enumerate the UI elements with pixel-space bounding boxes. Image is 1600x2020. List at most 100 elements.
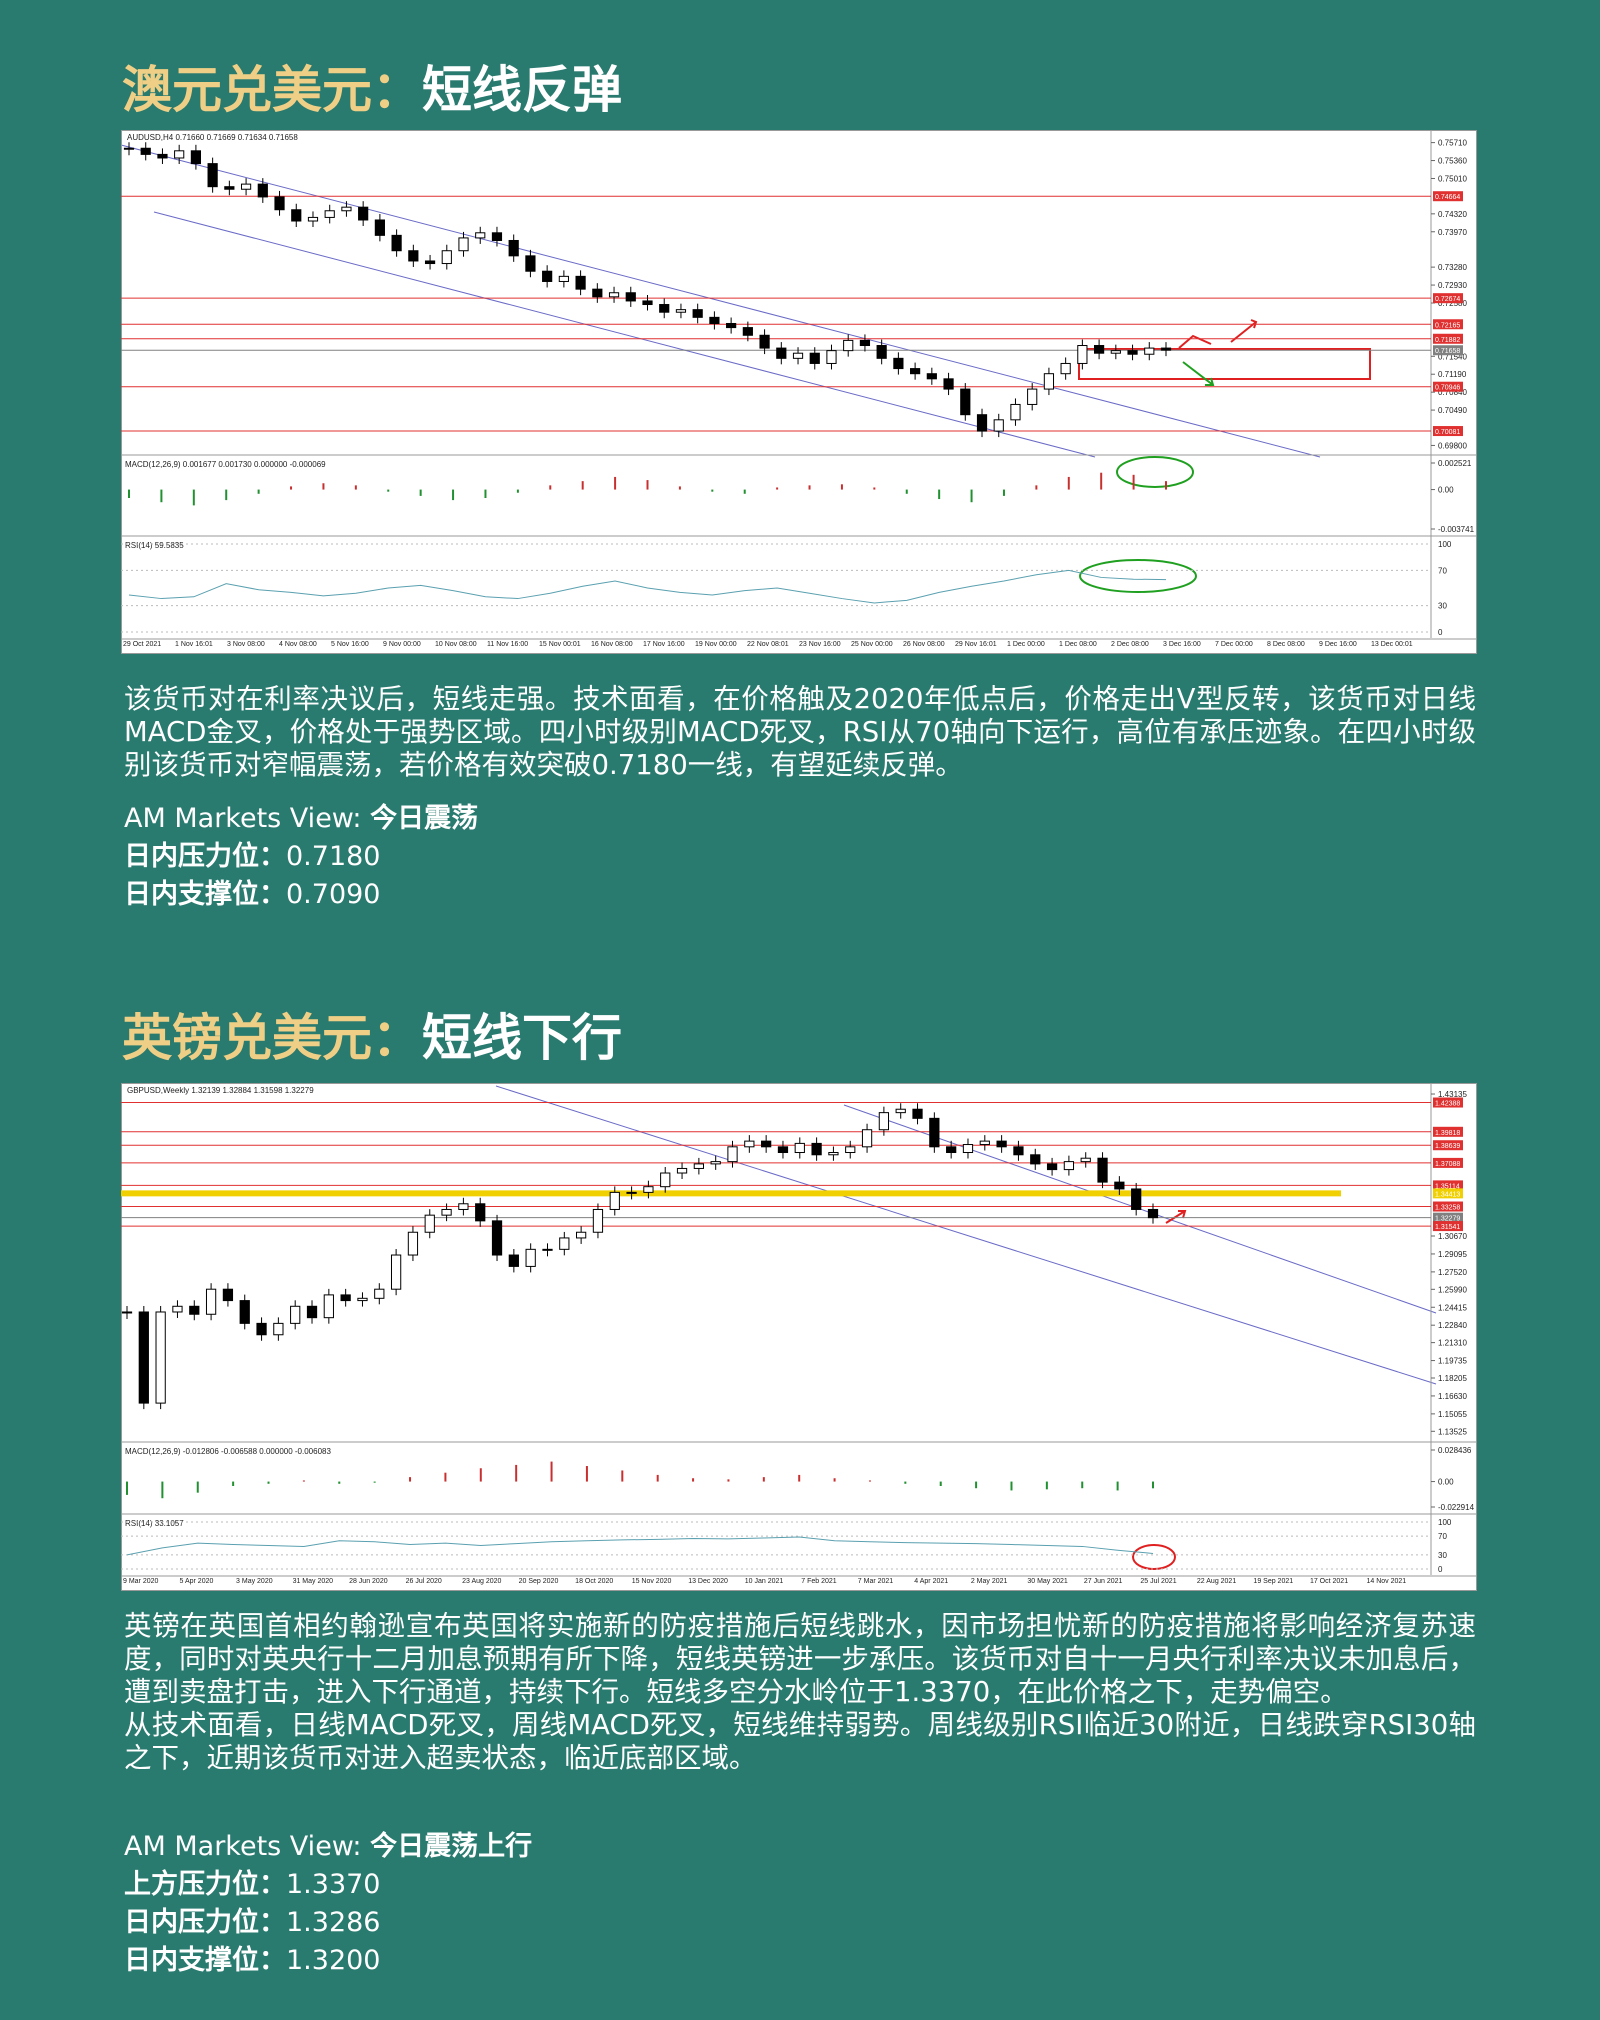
view-line: AM Markets View: 今日震荡 — [124, 800, 478, 838]
candle — [776, 347, 787, 359]
title-gold: 英镑兑美元： — [122, 1009, 422, 1067]
level-tag — [1433, 1180, 1463, 1191]
candle — [273, 1322, 284, 1336]
paragraph: 英镑在英国首相约翰逊宣布英国将实施新的防疫措施后短线跳水，因市场担忧新的防疫措施… — [124, 1610, 1476, 1708]
level-tag — [1433, 319, 1463, 330]
x-tick-label: 29 Oct 2021 — [123, 641, 161, 648]
candle — [291, 209, 302, 222]
view-value: 今日震荡上行 — [370, 1831, 533, 1862]
candle — [742, 327, 753, 336]
x-tick-label: 2 Dec 08:00 — [1111, 641, 1149, 648]
candle — [172, 1305, 183, 1313]
x-tick-label: 30 May 2021 — [1027, 1578, 1068, 1585]
x-tick-label: 16 Nov 08:00 — [591, 641, 633, 648]
title-white: 短线下行 — [422, 1009, 622, 1067]
title-white: 短线反弹 — [422, 61, 622, 119]
candle — [525, 255, 536, 272]
candle — [525, 1248, 536, 1267]
level-value: 0.7180 — [286, 841, 381, 872]
candle — [123, 147, 135, 150]
y-tick-label: 30 — [1438, 1551, 1447, 1560]
candle — [222, 1288, 234, 1302]
candle — [424, 1214, 435, 1233]
candle — [1144, 347, 1155, 355]
candle — [140, 147, 151, 155]
x-tick-label: 4 Apr 2021 — [914, 1578, 948, 1585]
level-tag — [1433, 333, 1463, 344]
candle — [893, 357, 904, 370]
candle — [374, 1288, 385, 1299]
y-tick-label: 1.19735 — [1438, 1357, 1467, 1366]
level-label: 0.72165 — [1435, 322, 1460, 329]
candle — [1160, 347, 1172, 351]
y-tick-label: 70 — [1438, 566, 1447, 575]
y-tick-label: 1.16630 — [1438, 1392, 1467, 1401]
x-tick-label: 25 Jul 2021 — [1140, 1578, 1176, 1585]
candle — [458, 1203, 469, 1210]
level-label: 0.72674 — [1435, 296, 1460, 303]
candle — [1013, 1146, 1024, 1156]
candle — [290, 1305, 301, 1324]
level-name: 日内压力位： — [124, 841, 286, 872]
level-line: 日内压力位：1.3286 — [124, 1904, 532, 1942]
x-tick-label: 9 Nov 00:00 — [383, 641, 421, 648]
section-title: 澳元兑美元：短线反弹 — [122, 60, 622, 120]
candle — [828, 1152, 839, 1156]
level-tag — [1433, 381, 1463, 392]
x-tick-label: 9 Dec 16:00 — [1319, 641, 1357, 648]
candle — [996, 1140, 1007, 1148]
level-tag — [1433, 1212, 1463, 1223]
y-tick-label: 1.24415 — [1438, 1303, 1467, 1312]
analysis: 该货币对在利率决议后，短线走强。技术面看，在价格触及2020年低点后，价格走出V… — [124, 683, 1476, 782]
x-tick-label: 28 Jun 2020 — [349, 1578, 388, 1585]
level-name: 日内支撑位： — [124, 879, 286, 910]
x-tick-label: 19 Sep 2021 — [1253, 1578, 1293, 1585]
x-tick-label: 23 Nov 16:00 — [799, 641, 841, 648]
candle — [693, 1163, 704, 1169]
candle — [374, 219, 385, 236]
x-tick-label: 13 Dec 00:01 — [1371, 641, 1413, 648]
candle — [491, 232, 503, 241]
candle — [357, 1297, 368, 1302]
rsi-line — [128, 569, 1167, 604]
candle — [1063, 1161, 1075, 1171]
candle — [946, 1146, 957, 1154]
level-value: 1.3200 — [286, 1945, 381, 1976]
x-tick-label: 3 May 2020 — [236, 1578, 273, 1585]
candle — [324, 210, 335, 218]
y-tick-label: 0.75360 — [1438, 157, 1467, 166]
macd-label: MACD(12,26,9) -0.012806 -0.006588 0.0000… — [125, 1447, 331, 1456]
x-tick-label: 1 Dec 00:00 — [1007, 641, 1045, 648]
level-label: 1.38639 — [1435, 1143, 1460, 1150]
candle — [256, 1322, 267, 1336]
y-tick-label: 1.43135 — [1438, 1090, 1467, 1099]
level-label: 1.31541 — [1435, 1224, 1460, 1231]
candle — [1080, 1157, 1091, 1163]
y-tick-label: 1.29095 — [1438, 1250, 1467, 1259]
view-value: 今日震荡 — [370, 803, 479, 834]
y-tick-label: 0.73280 — [1438, 263, 1467, 272]
range-box — [1078, 348, 1371, 380]
candle — [174, 150, 185, 159]
y-tick-label: 1.15055 — [1438, 1410, 1467, 1419]
candle — [608, 292, 620, 298]
x-tick-label: 26 Jul 2020 — [406, 1578, 442, 1585]
level-label: 0.71882 — [1435, 337, 1460, 344]
candle — [843, 339, 854, 352]
candle — [659, 304, 670, 313]
level-tag — [1433, 1188, 1463, 1199]
candle — [609, 1191, 620, 1210]
candle — [1077, 345, 1088, 364]
y-tick-label: 0.002521 — [1438, 459, 1472, 468]
x-tick-label: 1 Dec 08:00 — [1059, 641, 1097, 648]
candle — [727, 1146, 738, 1163]
x-tick-label: 7 Mar 2021 — [858, 1578, 894, 1585]
level-label: 0.74664 — [1435, 194, 1460, 201]
y-tick-label: 1.21310 — [1438, 1339, 1467, 1348]
up-arrow — [1165, 1210, 1187, 1224]
y-tick-label: 1.30670 — [1438, 1232, 1467, 1241]
level-name: 日内压力位： — [124, 1907, 286, 1938]
macd-circle — [1116, 456, 1194, 488]
x-tick-label: 13 Dec 2020 — [688, 1578, 728, 1585]
candle — [1097, 1157, 1108, 1183]
